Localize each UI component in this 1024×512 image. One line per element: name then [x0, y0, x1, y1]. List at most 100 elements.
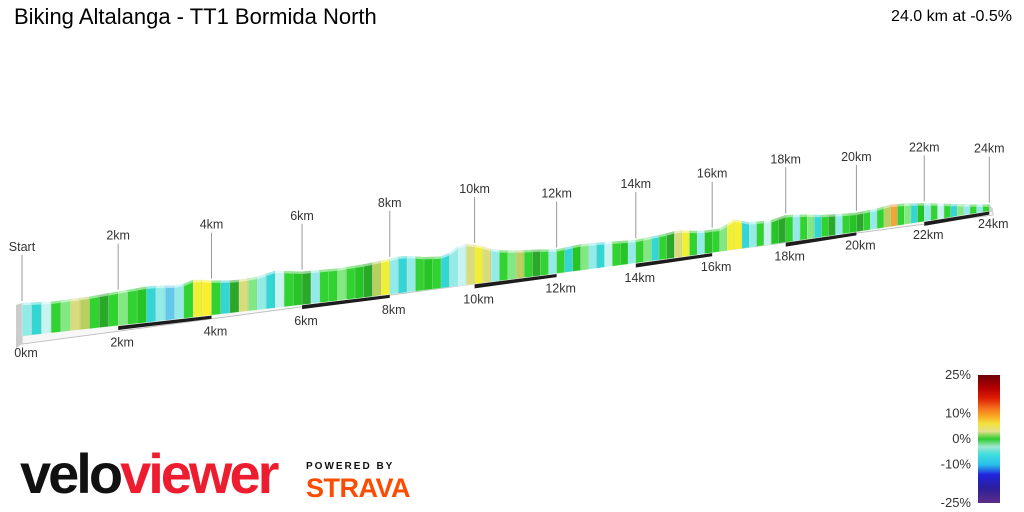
bar-top-highlight — [89, 294, 100, 299]
bar-top-highlight — [869, 208, 878, 213]
bar-top-highlight — [247, 276, 258, 281]
bar-top-highlight — [556, 247, 565, 252]
base-dark-segment — [474, 274, 557, 289]
bar-top-highlight — [70, 297, 81, 302]
bar-top-highlight — [238, 278, 249, 283]
bar-top-highlight — [415, 256, 425, 260]
distance-tick-label-top: 14km — [621, 177, 652, 191]
bar-top-highlight — [712, 228, 720, 232]
bar-top-highlight — [482, 246, 492, 252]
bar-top-highlight — [674, 230, 683, 234]
elevation-bar — [507, 250, 517, 281]
elevation-bar — [835, 213, 843, 236]
elevation-bar — [548, 249, 557, 275]
elevation-bar — [910, 203, 918, 224]
elevation-bar — [21, 302, 32, 337]
bar-top-highlight — [265, 270, 276, 277]
base-dark-segment — [785, 232, 857, 247]
elevation-bar — [354, 264, 364, 299]
bar-top-highlight — [756, 220, 765, 224]
elevation-bar — [711, 228, 720, 253]
elevation-bar — [799, 214, 808, 241]
bar-top-highlight — [643, 236, 652, 241]
elevation-bar — [319, 269, 329, 303]
elevation-bar — [756, 220, 765, 247]
elevation-bar — [136, 286, 147, 324]
bar-top-highlight — [612, 240, 621, 244]
elevation-bar — [930, 203, 938, 221]
bar-top-highlight — [719, 224, 728, 231]
elevation-bar — [229, 279, 240, 314]
bar-top-highlight — [50, 300, 61, 305]
chart-right-cap — [989, 204, 993, 212]
bar-top-highlight — [448, 246, 459, 256]
elevation-bar — [924, 203, 932, 222]
bar-top-highlight — [174, 283, 185, 289]
elevation-bar — [301, 270, 312, 306]
distance-tick-label-top: Start — [9, 240, 36, 254]
elevation-bar — [572, 244, 581, 272]
elevation-bar — [310, 269, 321, 304]
bar-top-highlight — [202, 279, 212, 283]
distance-label-bottom: 6km — [294, 314, 318, 328]
bar-top-highlight — [604, 241, 613, 245]
gradient-legend-bar — [978, 375, 1000, 503]
elevation-bar — [588, 242, 597, 270]
distance-label-bottom: 16km — [701, 260, 732, 274]
elevation-bar — [612, 240, 621, 267]
base-dark-segment — [635, 253, 713, 268]
elevation-bar — [89, 294, 100, 329]
powered-by-label: POWERED BY — [306, 461, 395, 472]
bar-top-highlight — [741, 220, 750, 225]
bar-top-highlight — [398, 255, 408, 259]
distance-tick-label-top: 16km — [697, 167, 728, 181]
bar-top-highlight — [60, 299, 71, 303]
elevation-bar — [220, 280, 231, 315]
elevation-bar — [202, 279, 212, 317]
bar-top-highlight — [380, 258, 391, 263]
elevation-bar — [117, 289, 128, 326]
bar-top-highlight — [856, 211, 864, 216]
elevation-bar — [658, 233, 667, 261]
elevation-bar — [41, 301, 52, 335]
elevation-bar — [274, 270, 285, 309]
elevation-bar — [406, 255, 416, 293]
bar-top-highlight — [763, 220, 772, 224]
elevation-bar — [474, 244, 484, 285]
elevation-bar — [806, 214, 815, 240]
elevation-bar — [842, 213, 850, 235]
elevation-bar — [389, 256, 399, 295]
elevation-bar — [108, 291, 119, 327]
elevation-bar — [155, 285, 166, 322]
bar-top-highlight — [778, 215, 787, 220]
bar-top-highlight — [229, 279, 240, 283]
distance-tick-label-top: 12km — [541, 187, 572, 201]
strava-attribution[interactable]: POWERED BY STRAVA — [306, 461, 411, 504]
elevation-bar — [903, 203, 912, 225]
elevation-bar — [821, 214, 829, 238]
elevation-bar — [515, 250, 525, 279]
elevation-bar — [828, 214, 836, 237]
bar-top-highlight — [310, 269, 320, 274]
elevation-bar — [749, 221, 757, 248]
elevation-bar — [674, 230, 683, 259]
veloviewer-logo[interactable]: veloviewer — [20, 446, 279, 502]
elevation-bar — [337, 266, 347, 301]
elevation-bar — [696, 230, 705, 256]
bar-top-highlight — [564, 245, 573, 250]
distance-tick-label-top: 6km — [290, 209, 314, 223]
bar-top-highlight — [588, 242, 597, 246]
elevation-bar — [79, 296, 90, 331]
bar-top-highlight — [146, 285, 156, 289]
bar-top-highlight — [136, 286, 147, 291]
bar-top-highlight — [651, 235, 660, 240]
elevation-bar — [619, 240, 629, 266]
elevation-bar — [127, 288, 138, 325]
bar-top-highlight — [883, 204, 892, 209]
elevation-bar — [256, 273, 267, 311]
bar-top-highlight — [256, 273, 267, 280]
route-summary: 24.0 km at -0.5% — [891, 8, 1012, 25]
bar-top-highlight — [301, 270, 312, 274]
elevation-bar — [499, 250, 508, 282]
elevation-bar — [814, 214, 822, 239]
